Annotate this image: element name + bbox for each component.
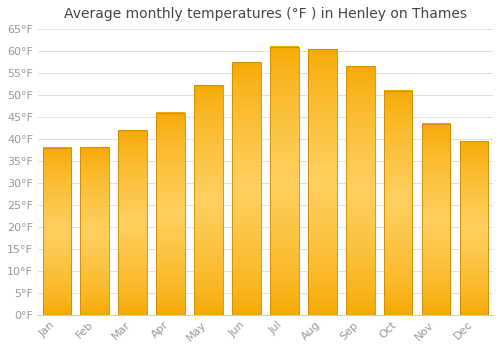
Bar <box>422 124 450 315</box>
Bar <box>270 47 298 315</box>
Bar <box>232 62 260 315</box>
Bar <box>384 91 412 315</box>
Bar <box>42 148 71 315</box>
Bar <box>80 147 109 315</box>
Bar <box>118 130 147 315</box>
Bar <box>194 85 223 315</box>
Bar <box>156 113 185 315</box>
Bar <box>346 66 374 315</box>
Title: Average monthly temperatures (°F ) in Henley on Thames: Average monthly temperatures (°F ) in He… <box>64 7 467 21</box>
Bar <box>308 49 336 315</box>
Bar <box>460 141 488 315</box>
